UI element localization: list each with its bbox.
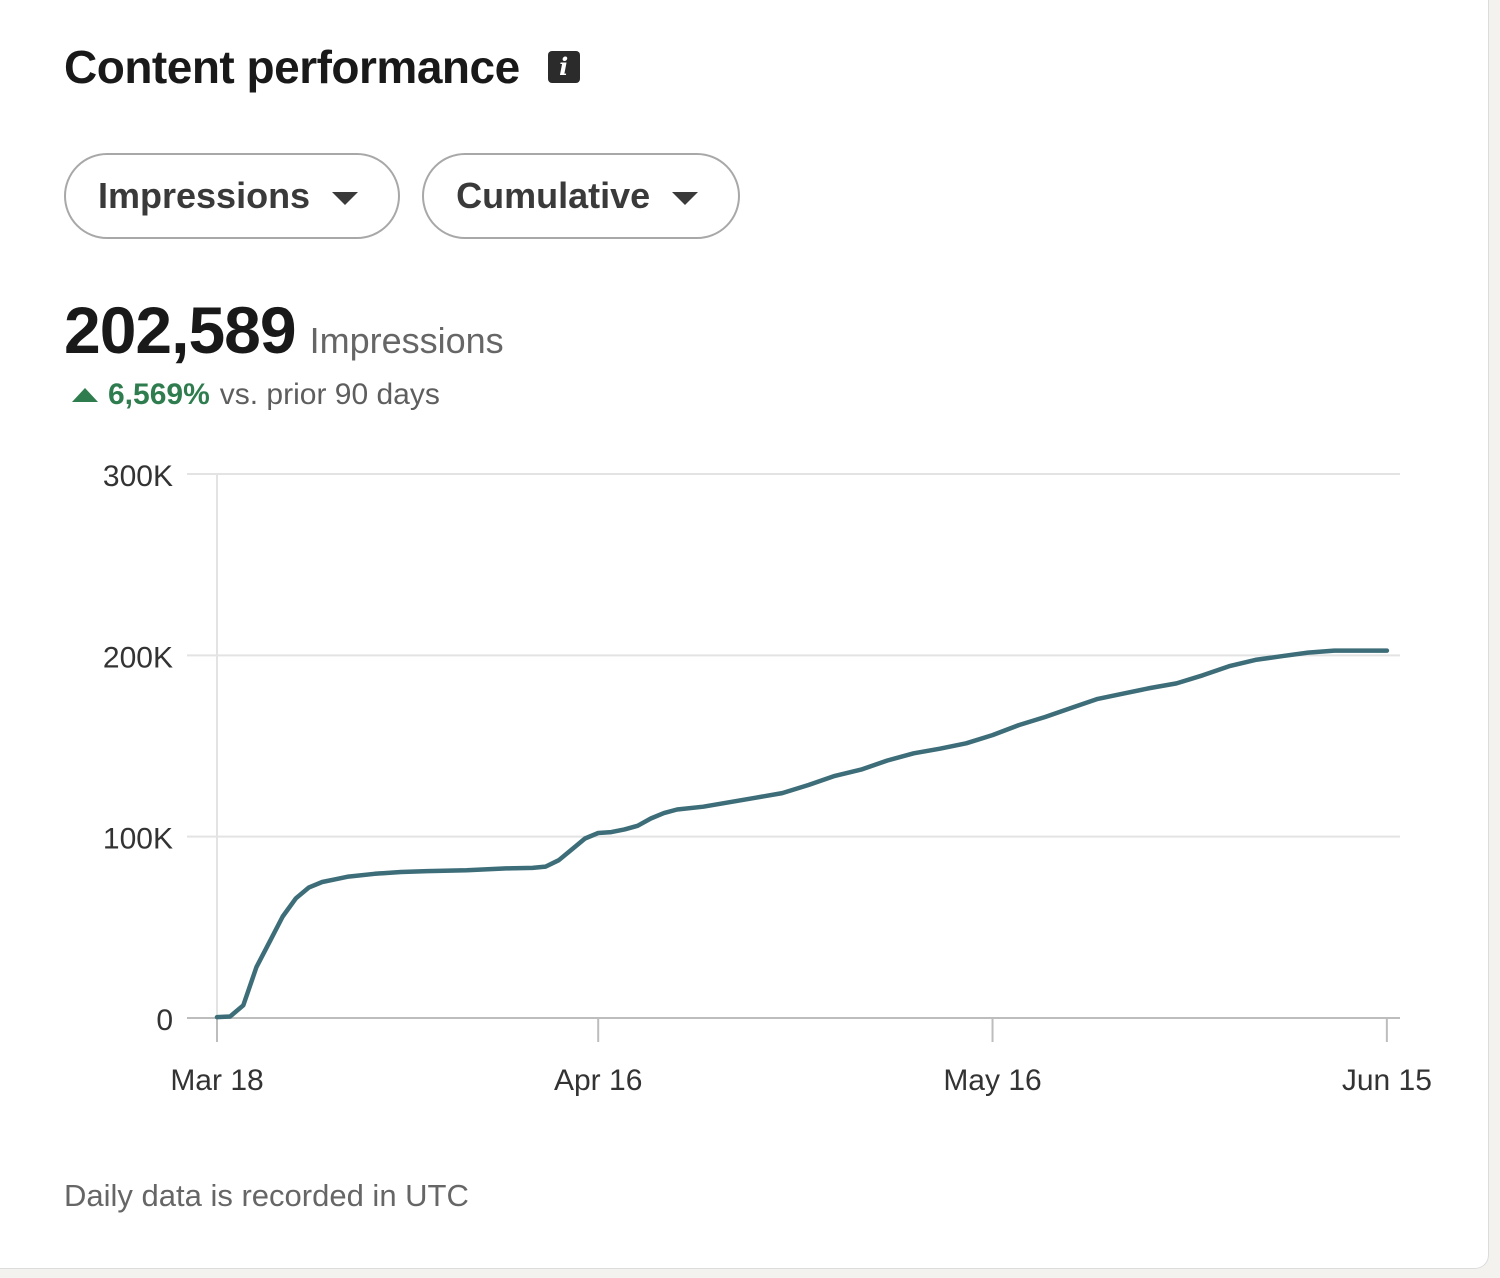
metric-summary: 202,589 Impressions — [64, 292, 504, 368]
y-tick-label: 0 — [156, 1004, 173, 1037]
caret-down-icon — [332, 191, 359, 205]
metric-label: Impressions — [309, 320, 504, 361]
x-tick-label: Mar 18 — [170, 1064, 263, 1097]
footnote: Daily data is recorded in UTC — [64, 1178, 469, 1213]
delta-value: 6,569% — [108, 378, 210, 411]
metric-dropdown-label: Impressions — [98, 175, 311, 216]
card-header: Content performance i — [64, 40, 580, 94]
impressions-line-chart: 0 100K 200K 300K Mar 18 Apr 16 May 16 Jun 15 — [103, 460, 1432, 1097]
y-tick-label: 200K — [103, 641, 173, 674]
delta-comparison-text: vs. prior 90 days — [219, 378, 440, 411]
metric-value: 202,589 — [64, 293, 297, 367]
mode-dropdown-label: Cumulative — [456, 175, 651, 216]
x-tick-label: Apr 16 — [554, 1064, 642, 1097]
arrow-up-icon — [72, 388, 98, 402]
y-tick-label: 300K — [103, 460, 173, 493]
caret-down-icon — [672, 191, 699, 205]
metric-dropdown[interactable]: Impressions — [64, 153, 401, 239]
x-tick-label: May 16 — [943, 1064, 1041, 1097]
y-tick-label: 100K — [103, 823, 173, 856]
mode-dropdown[interactable]: Cumulative — [422, 153, 741, 239]
info-icon[interactable]: i — [547, 51, 580, 83]
x-tick-label: Jun 15 — [1342, 1064, 1432, 1097]
filter-bar: Impressions Cumulative — [64, 153, 741, 239]
impressions-series-line — [214, 648, 1390, 1020]
delta-indicator: 6,569% vs. prior 90 days — [72, 378, 440, 412]
card-title: Content performance — [64, 41, 520, 93]
